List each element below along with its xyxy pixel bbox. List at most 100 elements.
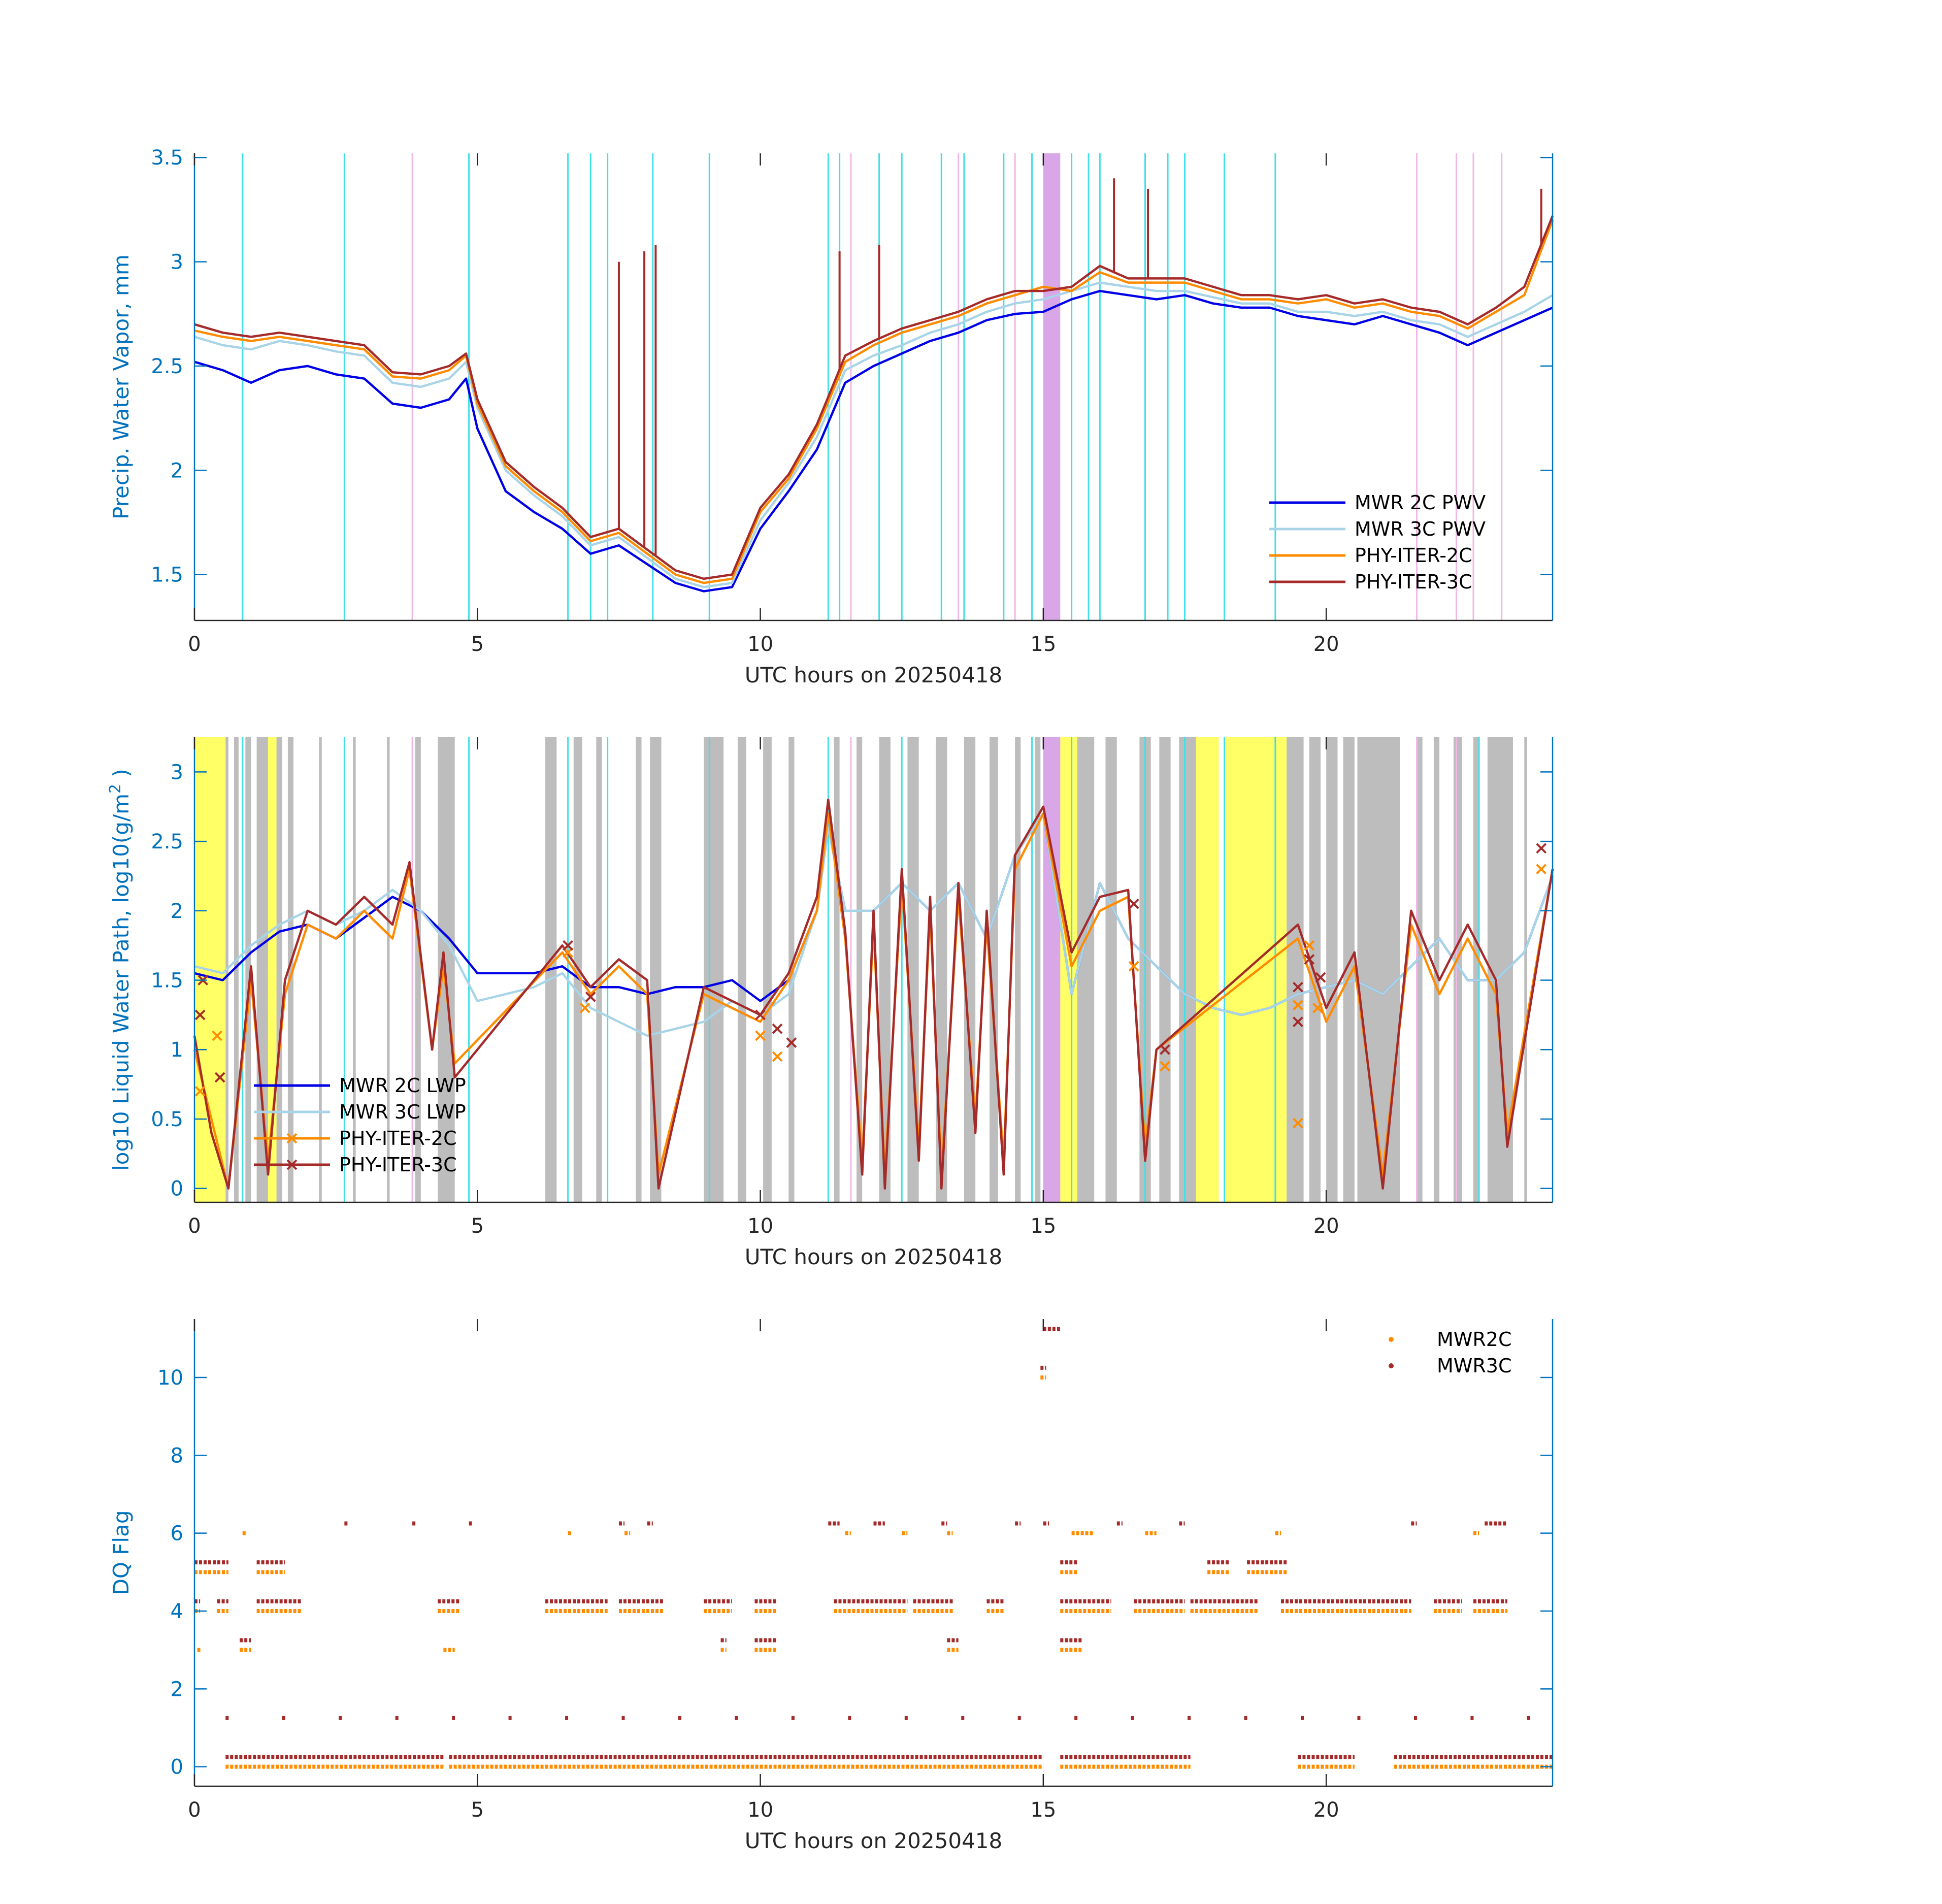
lwp-y-axis-label-main: log10 Liquid Water Path, log10(g/m [109,794,134,1171]
dq-legend-swatch [1389,1363,1394,1368]
pwv-flag-bands [242,153,1503,620]
dq-x-axis-label: UTC hours on 20250418 [745,1828,1003,1853]
dq-legend-swatch [1389,1337,1394,1342]
lwp-2c-marker [1128,961,1139,972]
lwp-legend-label: PHY-ITER-2C [339,1127,457,1150]
lwp-2c-marker [212,1030,222,1041]
lwp-series-line-4 [193,798,1554,1190]
lwp-3c-marker [1160,1044,1170,1055]
lwp-2c-marker [772,1051,783,1062]
lwp-legend-label: MWR 3C LWP [339,1101,466,1123]
pwv-legend: MWR 2C PWV MWR 3C PWV PHY-ITER-2C PHY-ITER-… [1269,491,1486,593]
lwp-2c-marker [579,1002,590,1013]
pwv-violet-flag-band [1043,153,1061,620]
pwv-x-tick-label: 10 [747,633,773,656]
dq-y-tick-label: 2 [171,1678,183,1701]
lwp-3c-marker [1315,972,1326,983]
lwp-gray-band [415,737,421,1202]
lwp-x-tick-label: 10 [747,1214,773,1238]
dq-legend: MWR2C MWR3C [1389,1328,1511,1377]
lwp-2c-marker [1160,1061,1170,1072]
lwp-gray-band [245,737,251,1202]
lwp-gray-band [1179,737,1196,1202]
dq-y-tick-label: 8 [171,1444,183,1467]
lwp-3c-marker [786,1037,797,1048]
dq-x-tick-label: 0 [188,1798,201,1822]
dq-x-tick-label: 10 [747,1798,773,1822]
pwv-x-tick-label: 20 [1313,633,1339,656]
lwp-gray-band [964,737,976,1202]
lwp-3c-marker [1128,898,1139,909]
lwp-yellow-band [1224,737,1287,1202]
lwp-y-tick-label: 0 [171,1177,183,1201]
pwv-y-tick-label: 1.5 [151,564,183,587]
lwp-3c-marker [214,1072,225,1083]
lwp-gray-band [1417,737,1423,1202]
lwp-gray-band [1035,737,1041,1202]
lwp-gray-band [636,737,642,1202]
lwp-legend-label: MWR 2C LWP [339,1074,466,1097]
pwv-series-line-3 [194,219,1554,584]
pwv-series [194,178,1554,593]
lwp-gray-band [834,737,840,1202]
lwp-gray-band [287,737,294,1202]
lwp-y-tick-label: 1 [171,1038,183,1062]
lwp-3c-marker [1304,954,1315,965]
lwp-y-axis-label: log10 Liquid Water Path, log10(g/m2 ) [107,769,134,1171]
dq-axes: 0 5 10 15 20 0 2 4 6 8 10 [157,1319,1554,1822]
lwp-series-line-2 [194,812,1554,1037]
lwp-gray-band [1105,737,1117,1202]
lwp-3c-marker [1293,1016,1303,1027]
lwp-legend-marker [286,1133,298,1144]
lwp-panel: 0 5 10 15 20 0 0.5 1 1.5 2 2.5 3 UTC hours on 20250… [107,737,1554,1269]
lwp-y-tick-label: 1.5 [151,969,183,993]
dq-legend-label: MWR3C [1437,1355,1511,1377]
lwp-3c-marker [1536,843,1547,854]
lwp-legend: MWR 2C LWP MWR 3C LWP PHY-ITER-2C PHY-ITER-… [254,1074,466,1176]
pwv-legend-label: PHY-ITER-2C [1355,544,1472,567]
lwp-3c-marker [585,991,596,1002]
pwv-y-tick-label: 2 [171,459,183,482]
lwp-gray-band [353,737,356,1202]
pwv-y-tick-label: 3.5 [151,146,183,170]
lwp-gray-band [788,737,795,1202]
dq-y-axis-label: DQ Flag [109,1511,134,1595]
lwp-gray-band [1433,737,1440,1202]
lwp-x-tick-label: 20 [1313,1214,1339,1238]
lwp-x-tick-label: 15 [1030,1214,1056,1238]
lwp-gray-band [596,737,602,1202]
dq-x-tick-label: 5 [471,1798,484,1822]
lwp-gray-band [1015,737,1021,1202]
pwv-x-axis-label: UTC hours on 20250418 [745,663,1003,687]
pwv-series-line-1 [194,289,1553,593]
lwp-2c-marker [1312,1002,1323,1013]
lwp-3c-marker [563,940,574,951]
lwp-x-axis-label: UTC hours on 20250418 [745,1244,1003,1269]
pwv-y-tick-label: 3 [171,251,183,274]
lwp-gray-band [1343,737,1355,1202]
lwp-gray-band [1159,737,1171,1202]
lwp-2c-marker [1536,864,1547,875]
lwp-gray-band [319,737,322,1202]
pwv-x-tick-label: 5 [471,633,484,656]
lwp-gray-band [1077,737,1095,1202]
lwp-x-tick-label: 0 [188,1214,201,1238]
lwp-y-axis-label-end: ) [109,769,134,784]
lwp-y-axis-label-sup: 2 [107,784,124,794]
lwp-3c-marker [755,1009,766,1021]
lwp-gray-band [1524,737,1527,1202]
lwp-series [193,798,1554,1190]
lwp-2c-marker [1293,1118,1303,1129]
pwv-x-tick-label: 15 [1030,633,1056,656]
lwp-3c-marker [194,1009,206,1021]
pwv-legend-label: PHY-ITER-3C [1355,571,1472,593]
pwv-series-line-2 [194,281,1554,588]
pwv-legend-label: MWR 3C PWV [1355,518,1486,540]
lwp-gray-band [1357,737,1400,1202]
lwp-gray-band [386,737,390,1202]
dq-panel: 0 5 10 15 20 0 2 4 6 8 10 UTC hours on 20250418 DQ… [109,1319,1554,1853]
dq-x-tick-label: 15 [1030,1798,1056,1822]
dq-y-tick-label: 4 [171,1600,183,1623]
dq-legend-label: MWR2C [1437,1328,1511,1351]
